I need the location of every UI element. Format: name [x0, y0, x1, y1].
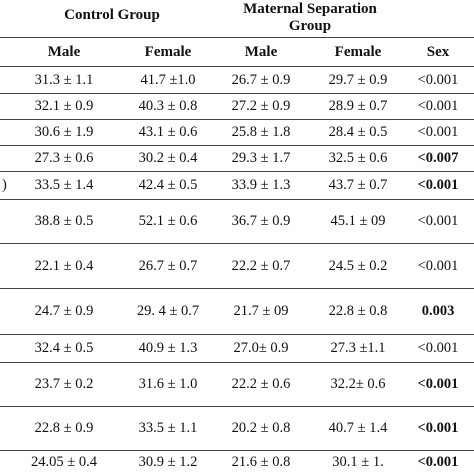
cell-control-female: 41.7 ±1.0: [140, 71, 196, 88]
cell-maternal-male: 27.0± 0.9: [233, 340, 289, 356]
cell-maternal-male: 22.2 ± 0.6: [231, 376, 291, 392]
cell-control-female: 40.3 ± 0.8: [138, 98, 198, 114]
cell-maternal-male: 26.7 ± 0.9: [231, 71, 291, 88]
cell-maternal-female: 32.2± 0.6: [330, 376, 386, 392]
cell-control-male: 22.1 ± 0.4: [34, 257, 94, 274]
row-label: [0, 244, 12, 288]
cell-maternal-female: 28.4 ± 0.5: [328, 124, 388, 140]
cell-control-male: 24.05 ± 0.4: [31, 454, 97, 470]
cell-maternal-male: 21.6 ± 0.8: [231, 454, 291, 470]
cell-sex-p-value: <0.001: [417, 124, 459, 140]
cell-control-female: 29. 4 ± 0.7: [136, 303, 200, 319]
subheader-maternal-male: Male: [244, 43, 278, 60]
cell-maternal-male: 27.2 ± 0.9: [231, 98, 291, 114]
cell-maternal-female: 45.1 ± 09: [330, 213, 386, 229]
cell-sex-p-value: <0.001: [417, 257, 459, 274]
cell-sex-p-value: <0.001: [417, 213, 459, 229]
cell-maternal-female: 24.5 ± 0.2: [328, 257, 388, 274]
cell-control-male: 27.3 ± 0.6: [34, 150, 94, 166]
cell-sex-p-value: <0.001: [417, 98, 459, 114]
header-maternal-line-1: Maternal Separation: [243, 1, 377, 17]
cell-control-male: 38.8 ± 0.5: [34, 213, 94, 229]
cell-maternal-male: 33.9 ± 1.3: [231, 177, 291, 193]
subheader-maternal-female: Female: [334, 43, 382, 60]
cell-control-female: 43.1 ± 0.6: [138, 124, 198, 140]
cell-control-female: 30.2 ± 0.4: [138, 150, 198, 166]
cell-sex-p-value: <0.007: [417, 150, 459, 166]
cell-control-male: 33.5 ± 1.4: [34, 177, 94, 193]
cell-control-male: 24.7 ± 0.9: [34, 303, 94, 319]
row-rule: [0, 171, 474, 172]
cell-maternal-male: 22.2 ± 0.7: [231, 257, 291, 274]
cell-sex-p-value: <0.001: [417, 340, 459, 356]
row-rule: [0, 334, 474, 335]
cell-control-female: 31.6 ± 1.0: [138, 376, 198, 392]
row-rule: [0, 66, 474, 67]
row-label: [0, 146, 12, 171]
row-rule: [0, 199, 474, 200]
cell-control-female: 26.7 ± 0.7: [138, 257, 198, 274]
row-rule: [0, 145, 474, 146]
header-rule: [0, 37, 474, 38]
row-rule: [0, 450, 474, 451]
cell-maternal-male: 21.7 ± 09: [233, 303, 289, 319]
cell-maternal-female: 22.8 ± 0.8: [328, 303, 388, 319]
cell-maternal-female: 32.5 ± 0.6: [328, 150, 388, 166]
header-maternal-line-2: Group: [288, 18, 332, 34]
cell-sex-p-value: <0.001: [417, 376, 459, 392]
cell-control-female: 42.4 ± 0.5: [138, 177, 198, 193]
row-rule: [0, 93, 474, 94]
cell-control-male: 32.4 ± 0.5: [34, 340, 94, 356]
cell-maternal-female: 28.9 ± 0.7: [328, 98, 388, 114]
row-label: [0, 363, 12, 406]
row-label: [0, 67, 12, 93]
cell-maternal-female: 40.7 ± 1.4: [328, 420, 388, 436]
cell-control-male: 31.3 ± 1.1: [34, 71, 94, 88]
row-label: [0, 200, 12, 243]
cell-sex-p-value: <0.001: [417, 454, 459, 470]
row-label: [0, 407, 12, 450]
cell-maternal-female: 43.7 ± 0.7: [328, 177, 388, 193]
cell-control-male: 23.7 ± 0.2: [34, 376, 94, 392]
cell-control-male: 22.8 ± 0.9: [34, 420, 94, 436]
cell-maternal-female: 27.3 ±1.1: [330, 340, 386, 356]
cell-control-female: 30.9 ± 1.2: [138, 454, 198, 470]
cell-control-male: 32.1 ± 0.9: [34, 98, 94, 114]
cell-control-male: 30.6 ± 1.9: [34, 124, 94, 140]
cell-control-female: 52.1 ± 0.6: [138, 213, 198, 229]
row-rule: [0, 288, 474, 289]
cell-sex-p-value: <0.001: [417, 71, 459, 88]
cell-control-female: 40.9 ± 1.3: [138, 340, 198, 356]
cell-maternal-male: 29.3 ± 1.7: [231, 150, 291, 166]
header-maternal-separation-group: Maternal Separation Group: [210, 0, 410, 36]
cell-control-female: 33.5 ± 1.1: [138, 420, 198, 436]
cell-maternal-male: 36.7 ± 0.9: [231, 213, 291, 229]
cell-maternal-female: 30.1 ± 1.: [332, 454, 384, 470]
cell-maternal-female: 29.7 ± 0.9: [328, 71, 388, 88]
row-rule: [0, 243, 474, 244]
subheader-control-male: Male: [47, 43, 81, 60]
row-label: ): [2, 177, 7, 193]
subheader-sex: Sex: [426, 43, 450, 60]
row-rule: [0, 406, 474, 407]
row-label: [0, 120, 12, 145]
cell-sex-p-value: <0.001: [417, 177, 459, 193]
cell-sex-p-value: 0.003: [421, 303, 455, 319]
cell-sex-p-value: <0.001: [417, 420, 459, 436]
row-label: [0, 94, 12, 119]
cell-maternal-male: 25.8 ± 1.8: [231, 124, 291, 140]
row-label: [0, 335, 12, 362]
row-rule: [0, 119, 474, 120]
header-control-group: Control Group: [64, 6, 160, 23]
cell-maternal-male: 20.2 ± 0.8: [231, 420, 291, 436]
row-label: [0, 289, 12, 334]
row-rule: [0, 362, 474, 363]
subheader-control-female: Female: [144, 43, 192, 60]
row-label: [0, 451, 12, 474]
